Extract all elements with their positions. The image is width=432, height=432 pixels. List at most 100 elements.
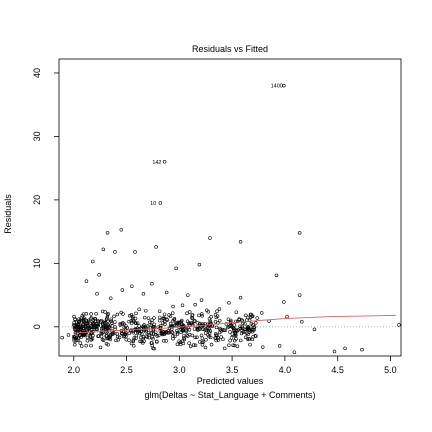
data-point [241, 330, 246, 335]
data-point [79, 325, 83, 330]
data-point [201, 327, 206, 331]
data-point [217, 307, 222, 311]
data-point [60, 335, 64, 340]
y-axis: 0 10 20 30 40 [32, 68, 59, 329]
data-point [162, 160, 167, 164]
data-point [105, 317, 109, 321]
data-point [187, 341, 191, 345]
data-point [153, 330, 158, 334]
data-point [208, 323, 213, 328]
data-point [78, 341, 83, 345]
data-point [83, 331, 88, 335]
data-point [122, 333, 127, 338]
data-point [243, 335, 248, 340]
point-label: 10 [150, 201, 156, 207]
data-point [167, 313, 171, 317]
data-point [166, 331, 171, 335]
data-point [127, 314, 132, 318]
data-point [127, 319, 131, 324]
data-point [113, 250, 117, 254]
data-point [253, 333, 258, 338]
data-point [250, 314, 254, 318]
data-point [175, 328, 179, 333]
data-point [85, 338, 90, 343]
data-point [141, 292, 146, 296]
data-point [221, 337, 225, 342]
data-point [99, 334, 104, 339]
data-point [157, 318, 162, 323]
x-axis: 2.0 2.5 3.0 3.5 4.0 4.5 5.0 [68, 356, 397, 375]
data-point [115, 312, 120, 317]
data-point [175, 321, 180, 326]
data-point [120, 288, 125, 292]
data-point [101, 330, 106, 335]
data-point [109, 319, 113, 323]
data-point [190, 333, 194, 338]
x-tick-label: 3.0 [173, 365, 186, 375]
data-point [112, 314, 116, 319]
data-point [197, 262, 202, 267]
data-point [113, 320, 117, 324]
data-point [89, 343, 93, 348]
data-point [248, 342, 252, 347]
data-point [193, 319, 197, 323]
data-point [246, 326, 251, 331]
data-point [204, 338, 208, 342]
x-axis-label: Predicted values [197, 376, 264, 386]
plot-area: 1400 142 10 [59, 84, 401, 354]
data-point [184, 328, 188, 333]
data-point [192, 319, 197, 324]
data-point [182, 337, 187, 342]
data-point [73, 317, 77, 321]
data-point [141, 337, 145, 341]
data-point [198, 340, 202, 344]
data-point [244, 313, 248, 318]
data-point [285, 314, 289, 319]
data-point [95, 322, 99, 326]
data-point [198, 327, 202, 331]
data-point [88, 321, 92, 326]
data-point [222, 328, 226, 332]
data-point [104, 341, 109, 346]
data-point [76, 336, 81, 341]
data-point [165, 318, 169, 322]
data-point [174, 321, 178, 325]
y-tick-label: 0 [32, 324, 42, 329]
data-point [203, 331, 208, 335]
data-point [234, 319, 238, 324]
data-point [131, 314, 135, 319]
data-point [238, 240, 243, 244]
data-point [213, 319, 218, 324]
data-point [86, 318, 91, 323]
data-point [89, 312, 93, 316]
data-point [91, 259, 95, 264]
data-point [216, 338, 221, 342]
data-point [235, 344, 240, 348]
data-point [137, 307, 141, 312]
data-point [195, 326, 200, 331]
data-point [135, 321, 140, 325]
data-point [129, 319, 133, 323]
data-point [238, 324, 242, 329]
data-point [138, 339, 142, 344]
data-point [228, 330, 232, 334]
data-point [215, 309, 219, 314]
data-point [252, 325, 257, 329]
data-point [199, 298, 204, 302]
data-point [204, 324, 208, 328]
data-point [141, 341, 145, 345]
x-tick-label: 4.0 [279, 365, 292, 375]
data-point [74, 339, 78, 343]
data-point [245, 337, 250, 341]
data-point [173, 334, 177, 339]
data-point [171, 304, 175, 309]
data-point [188, 310, 192, 314]
data-point [110, 324, 115, 328]
plot-box [58, 58, 402, 357]
data-point [188, 344, 193, 349]
model-formula-label: glm(Deltas ~ Stat_Language + Comments) [144, 390, 315, 400]
data-point [114, 338, 118, 343]
data-point [158, 315, 162, 320]
chart-title: Residuals vs Fitted [192, 44, 268, 54]
